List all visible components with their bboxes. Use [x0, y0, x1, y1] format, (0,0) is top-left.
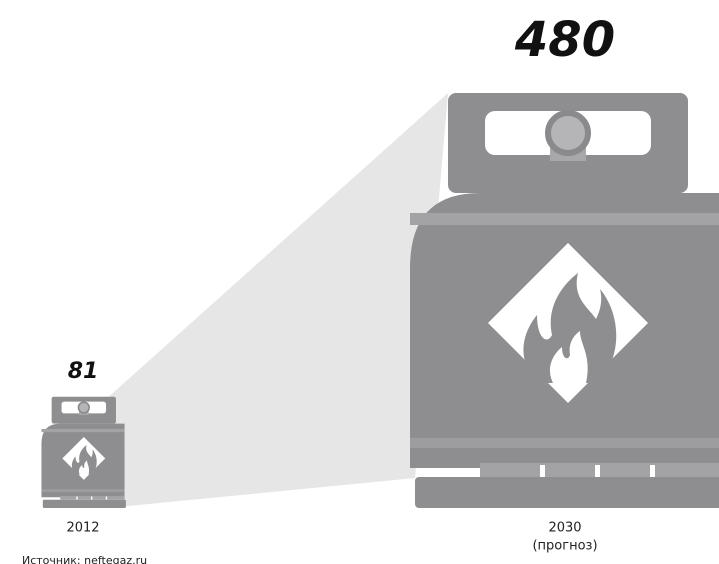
projection [107, 93, 448, 507]
valve [548, 113, 588, 153]
category-label: 2012 [66, 521, 99, 536]
foot-gap [76, 496, 77, 499]
shoulder-band [41, 429, 124, 432]
source: Источник: neftegaz.ru [22, 554, 147, 564]
base [43, 500, 126, 508]
foot-gap [91, 496, 92, 499]
foot-gap [650, 465, 655, 477]
cylinder [410, 93, 719, 508]
base [415, 477, 719, 508]
foot-gap [595, 465, 600, 477]
belt [41, 489, 124, 492]
foot-gap [106, 496, 107, 499]
category-label: 2030 [548, 521, 581, 536]
cylinder [41, 397, 125, 508]
foot-gap [540, 465, 545, 477]
chart: Источник: neftegaz.ru 81 2012 480 2030 (прог… [0, 0, 719, 564]
belt [410, 438, 719, 448]
valve [78, 402, 89, 413]
shoulder-band [410, 213, 719, 225]
category-note: (прогноз) [532, 539, 597, 554]
value-label: 81 [68, 359, 99, 384]
value-label: 480 [514, 12, 615, 68]
